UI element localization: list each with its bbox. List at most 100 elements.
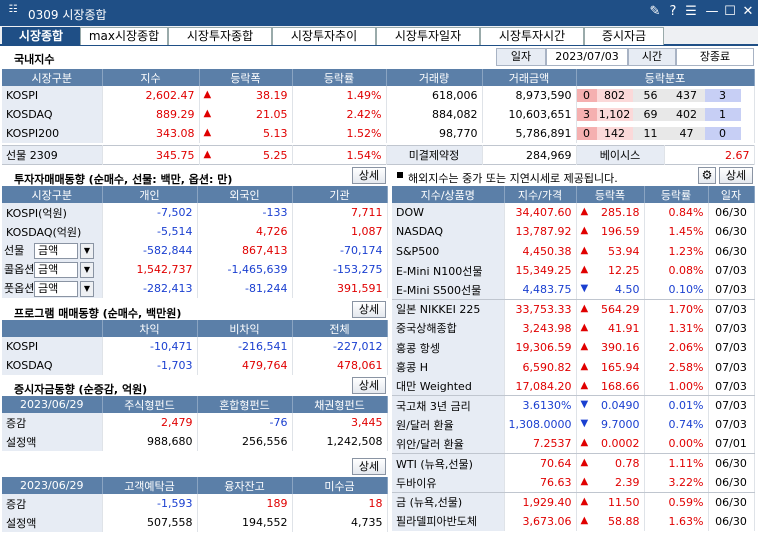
deposits-detail-button[interactable]: 상세 — [352, 458, 386, 475]
world-rate: 0.74% — [644, 415, 709, 435]
table-row[interactable]: 금 (뉴욕,선물) 1,929.40 ▲ 11.50 0.59% 06/30 — [392, 492, 755, 512]
table-row[interactable]: NASDAQ 13,787.92 ▲ 196.59 1.45% 06/30 — [392, 222, 755, 242]
world-change: 53.94 — [608, 244, 640, 258]
table-row[interactable]: KOSDAQ -1,703 479,764 478,061 — [2, 356, 388, 375]
tab-market-investor-daily[interactable]: 시장투자일자 — [376, 27, 480, 45]
investor-market: KOSDAQ(억원) — [2, 222, 103, 241]
table-row[interactable]: 두바이유 76.63 ▲ 2.39 3.22% 06/30 — [392, 473, 755, 493]
pin-icon[interactable]: ✎ — [649, 4, 661, 19]
unit-select[interactable]: 금액 — [34, 262, 78, 278]
world-date: 07/03 — [708, 260, 755, 281]
program-market: KOSDAQ — [2, 356, 103, 375]
grid-menu-icon[interactable]: ☷ — [8, 4, 18, 15]
futures-row[interactable]: 선물 2309 345.75 ▲ 5.25 1.54% 미결제약정 284,969… — [2, 145, 755, 165]
table-row[interactable]: 증감 -1,593 189 18 — [2, 494, 388, 513]
up-arrow-icon: ▲ — [580, 321, 589, 333]
table-row[interactable]: 일본 NIKKEI 225 33,753.33 ▲ 564.29 1.70% 07/03 — [392, 299, 755, 319]
margin-loan-value: 194,552 — [197, 513, 293, 532]
chevron-down-icon[interactable]: ▼ — [80, 281, 94, 297]
world-date: 06/30 — [708, 453, 755, 474]
col-bond-fund: 채권형펀드 — [292, 396, 388, 413]
table-row[interactable]: S&P500 4,450.38 ▲ 53.94 1.23% 06/30 — [392, 241, 755, 261]
world-header-row: 지수/상품명 지수/가격 등락폭 등락률 일자 — [392, 186, 755, 203]
tab-market-investor-summary[interactable]: 시장투자종합 — [168, 27, 272, 45]
futures-change: 5.25 — [263, 148, 288, 162]
table-row[interactable]: 콜옵션 금액 ▼ 1,542,737 -1,465,639 -153,275 — [2, 260, 388, 279]
world-price: 6,590.82 — [504, 357, 577, 377]
table-row[interactable]: 설정액 988,680 256,556 1,242,508 — [2, 432, 388, 451]
table-row[interactable]: 홍콩 H 6,590.82 ▲ 165.94 2.58% 07/03 — [392, 357, 755, 377]
investor-market: 선물 — [4, 244, 25, 257]
maximize-icon[interactable]: ☐ — [724, 4, 736, 19]
world-name: S&P500 — [392, 241, 505, 261]
help-icon[interactable]: ? — [669, 4, 677, 19]
settings-menu-icon[interactable]: ☰ — [685, 4, 697, 19]
table-row[interactable]: 증감 2,479 -76 3,445 — [2, 413, 388, 432]
arbitrage-value: -10,471 — [102, 337, 198, 356]
world-date: 06/30 — [708, 492, 755, 512]
dist-down: 402 — [668, 108, 705, 121]
gear-icon[interactable]: ⚙ — [698, 167, 716, 184]
col-arbitrage: 차익 — [102, 320, 198, 337]
col-institution: 기관 — [292, 186, 388, 203]
table-row[interactable]: 원/달러 환율 1,308.0000 ▼ 9.7000 0.74% 07/03 — [392, 415, 755, 435]
table-row[interactable]: 필라델피아반도체 3,673.06 ▲ 58.88 1.63% 06/30 — [392, 511, 755, 532]
tab-market-funds[interactable]: 증시자금 — [584, 27, 664, 45]
tab-market-investor-trend[interactable]: 시장투자추이 — [272, 27, 376, 45]
table-row[interactable]: 대만 Weighted 17,084.20 ▲ 168.66 1.00% 07/03 — [392, 376, 755, 397]
world-change: 2.39 — [615, 476, 640, 490]
table-row[interactable]: 중국상해종합 3,243.98 ▲ 41.91 1.31% 07/03 — [392, 318, 755, 339]
unit-select[interactable]: 금액 — [34, 243, 78, 259]
table-row[interactable]: 홍콩 항셍 19,306.59 ▲ 390.16 2.06% 07/03 — [392, 338, 755, 358]
col-rate: 등락률 — [292, 69, 387, 86]
table-row[interactable]: 국고채 3년 금리 3.6130% ▼ 0.0490 0.01% 07/03 — [392, 395, 755, 416]
rate-value: 2.42% — [292, 105, 387, 124]
investor-detail-button[interactable]: 상세 — [352, 167, 386, 184]
table-row[interactable]: KOSPI -10,471 -216,541 -227,012 — [2, 337, 388, 356]
world-date: 06/30 — [708, 222, 755, 242]
domestic-index-title: 국내지수 — [14, 53, 55, 66]
table-row[interactable]: KOSPI(억원) -7,502 -133 7,711 — [2, 203, 388, 222]
world-change: 564.29 — [601, 302, 640, 316]
col-price: 지수/가격 — [504, 186, 577, 203]
world-rate: 1.63% — [644, 511, 709, 532]
world-name: NASDAQ — [392, 222, 505, 242]
table-row[interactable]: KOSPI 2,602.47 ▲ 38.19 1.49% 618,006 8,97… — [2, 86, 755, 105]
close-icon[interactable]: ✕ — [742, 4, 754, 19]
tab-market-investor-time[interactable]: 시장투자시간 — [480, 27, 584, 45]
world-date: 06/30 — [708, 473, 755, 493]
bullet-square-icon — [397, 172, 403, 178]
tab-max-market-summary[interactable]: max시장종합 — [80, 27, 168, 45]
funds-detail-button[interactable]: 상세 — [352, 377, 386, 394]
world-detail-button[interactable]: 상세 — [719, 167, 753, 184]
world-price: 76.63 — [504, 473, 577, 493]
date-value[interactable]: 2023/07/03 — [546, 48, 628, 66]
minimize-icon[interactable]: — — [705, 4, 719, 19]
program-detail-button[interactable]: 상세 — [352, 301, 386, 318]
table-row[interactable]: KOSDAQ 889.29 ▲ 21.05 2.42% 884,082 10,60… — [2, 105, 755, 124]
institution-value: 391,591 — [292, 279, 388, 298]
table-row[interactable]: DOW 34,407.60 ▲ 285.18 0.84% 06/30 — [392, 203, 755, 223]
table-row[interactable]: 선물 금액 ▼ -582,844 867,413 -70,174 — [2, 241, 388, 260]
world-change: 196.59 — [601, 225, 640, 239]
table-row[interactable]: E-Mini N100선물 15,349.25 ▲ 12.25 0.08% 07/03 — [392, 260, 755, 281]
table-row[interactable]: 위안/달러 환율 7.2537 ▲ 0.0002 0.00% 07/01 — [392, 434, 755, 455]
table-row[interactable]: KOSPI200 343.08 ▲ 5.13 1.52% 98,770 5,786… — [2, 124, 755, 143]
table-row[interactable]: KOSDAQ(억원) -5,514 4,726 1,087 — [2, 222, 388, 241]
col-receivables: 미수금 — [292, 477, 388, 494]
table-row[interactable]: E-Mini S500선물 4,483.75 ▼ 4.50 0.10% 07/03 — [392, 280, 755, 300]
table-row[interactable]: 풋옵션 금액 ▼ -282,413 -81,244 391,591 — [2, 279, 388, 298]
world-date: 07/03 — [708, 376, 755, 397]
total-value: -227,012 — [292, 337, 388, 356]
dist-flat: 69 — [632, 108, 669, 121]
unit-select[interactable]: 금액 — [34, 281, 78, 297]
table-row[interactable]: WTI (뉴욕,선물) 70.64 ▲ 0.78 1.11% 06/30 — [392, 453, 755, 474]
amount-value: 5,786,891 — [482, 124, 577, 143]
index-value: 2,602.47 — [102, 86, 200, 105]
tab-market-summary[interactable]: 시장종합 — [2, 27, 80, 45]
up-arrow-icon: ▲ — [580, 495, 589, 507]
chevron-down-icon[interactable]: ▼ — [80, 243, 94, 259]
world-price: 1,308.0000 — [504, 415, 577, 435]
chevron-down-icon[interactable]: ▼ — [80, 262, 94, 278]
table-row[interactable]: 설정액 507,558 194,552 4,735 — [2, 513, 388, 532]
